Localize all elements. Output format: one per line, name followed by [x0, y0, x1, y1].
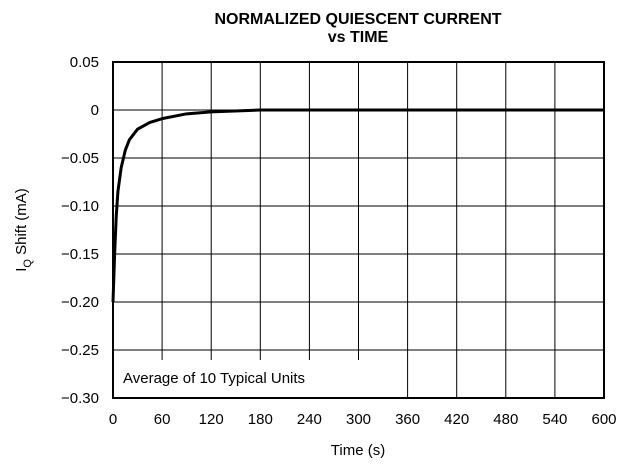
y-tick-label: −0.20	[61, 294, 99, 311]
x-tick-label: 300	[346, 411, 371, 428]
y-tick-label: −0.25	[61, 342, 99, 359]
y-tick-label: −0.30	[61, 390, 99, 407]
chart-title: vs TIME	[328, 29, 389, 46]
x-tick-label: 60	[154, 411, 171, 428]
y-tick-label: −0.10	[61, 198, 99, 215]
y-tick-label: −0.15	[61, 246, 99, 263]
y-label-rest: Shift (mA)	[13, 188, 30, 259]
x-tick-label: 360	[395, 411, 420, 428]
y-tick-label: −0.05	[61, 150, 99, 167]
annotation-box	[114, 360, 374, 397]
x-tick-label: 120	[199, 411, 224, 428]
x-axis-label: Time (s)	[331, 442, 385, 459]
x-tick-label: 480	[493, 411, 518, 428]
y-label-sub: Q	[22, 259, 34, 268]
x-tick-label: 180	[248, 411, 273, 428]
y-tick-label: 0.05	[70, 54, 99, 71]
x-tick-label: 600	[591, 411, 616, 428]
x-tick-label: 540	[542, 411, 567, 428]
x-tick-label: 240	[297, 411, 322, 428]
x-tick-label: 0	[109, 411, 117, 428]
plot-frame	[112, 61, 605, 399]
y-tick-label: 0	[91, 102, 99, 119]
x-tick-label: 420	[444, 411, 469, 428]
y-label-main: I	[13, 268, 30, 272]
annotation: Average of 10 Typical Units	[123, 370, 305, 387]
y-axis-label: IQ Shift (mA)	[13, 188, 34, 272]
data-line	[111, 108, 604, 303]
chart-title: NORMALIZED QUIESCENT CURRENT	[214, 11, 501, 28]
